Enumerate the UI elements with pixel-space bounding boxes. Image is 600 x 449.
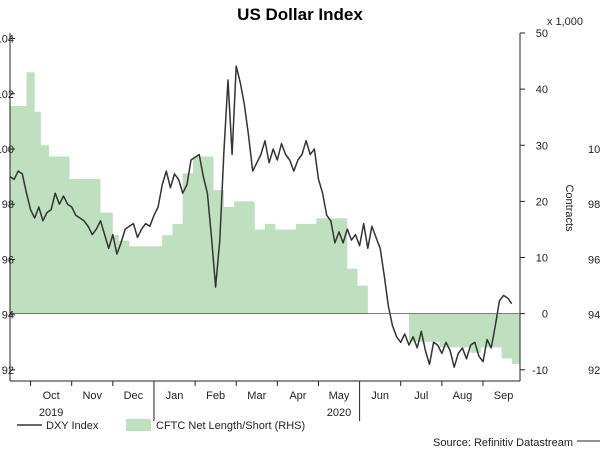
x-tick-label: Feb [206, 390, 225, 402]
source-note: Source: Refinitiv Datastream [433, 437, 573, 449]
x-tick-label: Dec [124, 390, 144, 402]
outer-tick-label: 94 [588, 310, 600, 322]
left-tick-label: 102 [0, 89, 14, 101]
legend-label-cftc: CFTC Net Length/Short (RHS) [156, 420, 305, 432]
right-tick-label: 50 [536, 28, 548, 40]
outer-tick-label: 98 [588, 199, 600, 211]
dxy-line [9, 65, 513, 368]
outer-tick-label: 92 [588, 365, 600, 377]
legend-swatch-cftc [126, 419, 151, 431]
left-tick-label: 98 [2, 199, 14, 211]
year-label: 2020 [327, 407, 351, 419]
right-tick-label: 20 [536, 196, 548, 208]
dxy-line-layer [9, 65, 513, 368]
x-tick-label: Nov [82, 390, 102, 402]
right-tick-label: 10 [536, 253, 548, 265]
legend-label-dxy: DXY Index [46, 420, 99, 432]
x-tick-label: Apr [289, 390, 306, 402]
left-tick-label: 100 [0, 144, 14, 156]
outer-tick-label: 100 [588, 144, 600, 156]
x-tick-label: Sep [494, 390, 514, 402]
right-axis-multiplier: x 1,000 [547, 16, 583, 28]
chart-title: US Dollar Index [237, 5, 363, 24]
right-tick-label: -10 [532, 365, 548, 377]
x-tick-label: Jul [414, 390, 428, 402]
left-tick-label: 96 [2, 254, 14, 266]
year-label: 2019 [39, 407, 63, 419]
x-tick-label: May [329, 390, 350, 402]
left-tick-label: 92 [2, 365, 14, 377]
x-tick-label: Oct [43, 390, 60, 402]
x-tick-label: Aug [453, 390, 473, 402]
right-tick-label: 30 [536, 140, 548, 152]
legend: DXY Index CFTC Net Length/Short (RHS) [17, 419, 305, 432]
axes-layer: Oct Nov Dec Jan Feb Mar Apr May Jun Jul Aug Sep 2019… [0, 28, 600, 421]
x-tick-label: Jun [371, 390, 389, 402]
left-tick-label: 94 [2, 310, 14, 322]
right-tick-label: 40 [536, 84, 548, 96]
x-tick-label: Jan [166, 390, 184, 402]
left-tick-label: 104 [0, 34, 14, 46]
cftc-area [10, 72, 520, 365]
right-tick-label: 0 [542, 309, 548, 321]
cftc-area-layer [10, 72, 520, 365]
x-tick-label: Mar [247, 390, 266, 402]
right-axis-label: Contracts [563, 184, 575, 232]
outer-tick-label: 96 [588, 254, 600, 266]
